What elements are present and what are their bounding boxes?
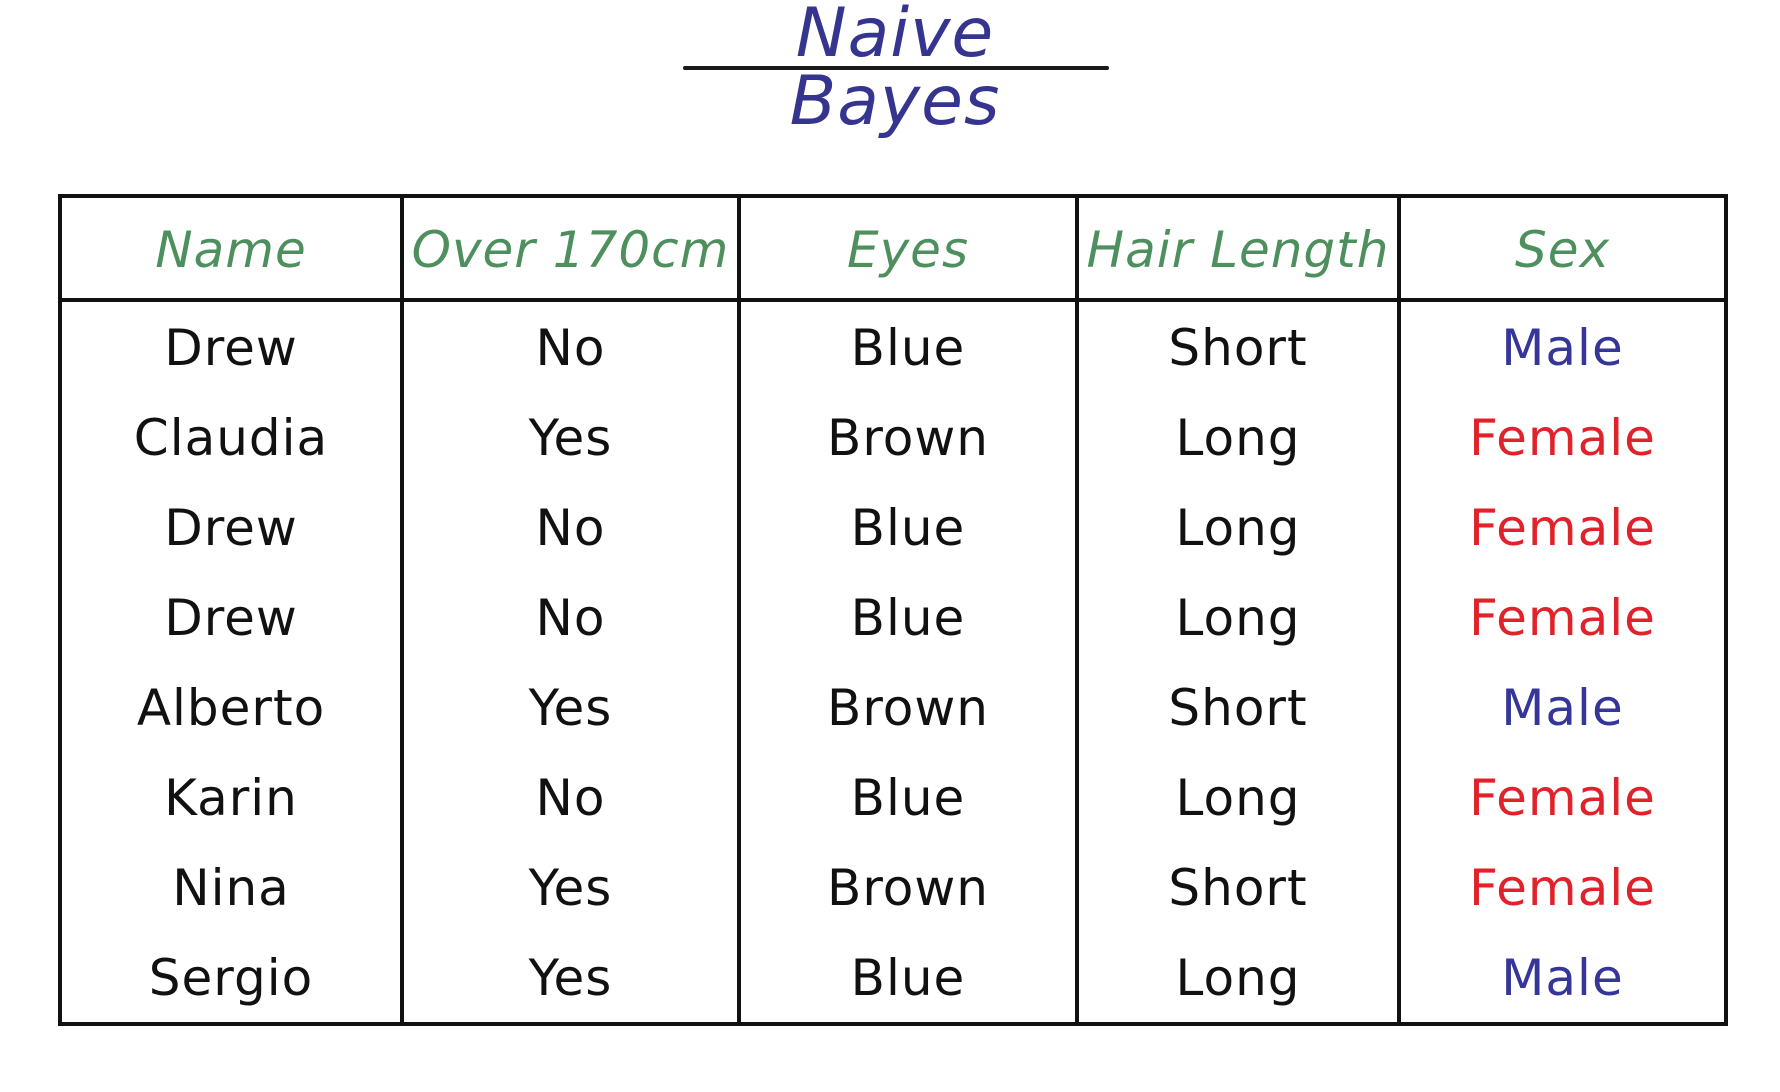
cell-over-170cm: No <box>400 482 737 572</box>
column-header-eyes: Eyes <box>737 198 1075 302</box>
column-header-hair-length: Hair Length <box>1075 198 1397 302</box>
cell-sex: Male <box>1397 662 1724 752</box>
cell-hair-length: Long <box>1075 392 1397 482</box>
cell-hair-length: Long <box>1075 932 1397 1022</box>
cell-over-170cm: Yes <box>400 842 737 932</box>
cell-hair-length: Short <box>1075 662 1397 752</box>
cell-eyes: Blue <box>737 572 1075 662</box>
cell-sex: Male <box>1397 302 1724 392</box>
cell-eyes: Blue <box>737 482 1075 572</box>
cell-hair-length: Long <box>1075 752 1397 842</box>
cell-sex: Female <box>1397 482 1724 572</box>
cell-over-170cm: Yes <box>400 932 737 1022</box>
cell-eyes: Brown <box>737 842 1075 932</box>
cell-sex: Female <box>1397 752 1724 842</box>
page-title: Naive Bayes <box>789 0 1001 141</box>
cell-name: Alberto <box>136 679 326 737</box>
cell-name: Drew <box>164 499 298 557</box>
cell-eyes: Blue <box>737 752 1075 842</box>
column-header-sex: Sex <box>1397 198 1724 302</box>
cell-name: Sergio <box>148 949 314 1007</box>
cell-name: Karin <box>164 769 298 827</box>
cell-hair-length: Long <box>1075 572 1397 662</box>
cell-eyes: Brown <box>737 662 1075 752</box>
cell-hair-length: Short <box>1075 302 1397 392</box>
cell-name: Claudia <box>133 409 329 467</box>
cell-over-170cm: Yes <box>400 392 737 482</box>
cell-name: Drew <box>164 319 298 377</box>
cell-name: Drew <box>164 589 298 647</box>
cell-hair-length: Short <box>1075 842 1397 932</box>
cell-sex: Female <box>1397 392 1724 482</box>
data-table: Name Over 170cm Eyes Hair Length Sex Drew No Bl… <box>58 194 1728 1026</box>
cell-over-170cm: No <box>400 302 737 392</box>
cell-sex: Female <box>1397 842 1724 932</box>
cell-sex: Male <box>1397 932 1724 1022</box>
cell-over-170cm: No <box>400 752 737 842</box>
cell-sex: Female <box>1397 572 1724 662</box>
cell-hair-length: Long <box>1075 482 1397 572</box>
title-underline <box>683 66 1109 70</box>
column-header-over-170cm: Over 170cm <box>400 198 737 302</box>
cell-over-170cm: No <box>400 572 737 662</box>
cell-name: Nina <box>172 859 290 917</box>
cell-eyes: Brown <box>737 392 1075 482</box>
cell-over-170cm: Yes <box>400 662 737 752</box>
column-header-name: Name <box>62 198 400 302</box>
cell-eyes: Blue <box>737 932 1075 1022</box>
cell-eyes: Blue <box>737 302 1075 392</box>
